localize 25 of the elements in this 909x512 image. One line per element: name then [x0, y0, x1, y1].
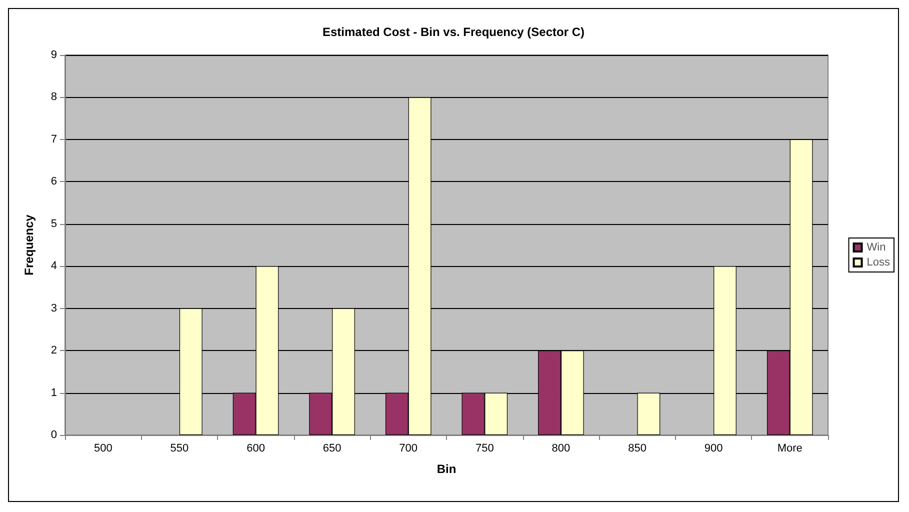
y-tick-label: 0 — [50, 429, 57, 441]
y-tick-label: 5 — [50, 218, 57, 230]
x-tick-label: 700 — [399, 442, 418, 454]
x-tick-label: 500 — [94, 442, 112, 454]
y-tick-label: 1 — [50, 386, 57, 399]
x-tick-label: 800 — [552, 442, 570, 454]
chart-title: Estimated Cost - Bin vs. Frequency (Sector C) — [322, 25, 585, 39]
x-tick-label: 850 — [628, 442, 646, 454]
y-tick-label: 3 — [50, 302, 57, 314]
y-tick-label: 6 — [50, 176, 57, 188]
x-tick-label: 600 — [246, 442, 265, 454]
y-tick-label: 8 — [50, 91, 57, 104]
y-axis-title: Frequency — [22, 214, 36, 276]
x-axis-title: Bin — [436, 462, 456, 476]
y-tick-label: 4 — [50, 260, 57, 272]
legend-label: Loss — [866, 256, 890, 268]
y-tick-label: 2 — [50, 344, 57, 357]
x-tick-label: 750 — [475, 442, 494, 454]
y-tick-label: 7 — [50, 133, 57, 146]
x-tick-label: More — [777, 442, 802, 454]
x-tick-label: 900 — [704, 442, 723, 454]
x-tick-label: 650 — [322, 442, 342, 454]
y-tick-label: 9 — [50, 49, 57, 61]
x-tick-label: 550 — [170, 442, 189, 454]
legend-label: Win — [866, 242, 886, 254]
